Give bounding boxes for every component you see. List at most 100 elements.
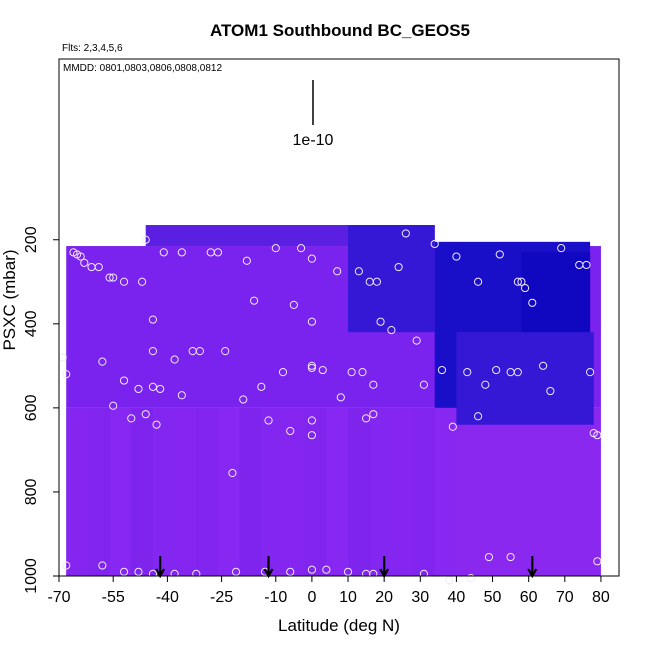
data-point [62, 561, 71, 570]
data-point [62, 370, 71, 379]
data-point [170, 569, 179, 578]
data-point [98, 561, 107, 570]
data-point [481, 380, 490, 389]
data-point [105, 273, 114, 282]
data-point [141, 235, 150, 244]
plot-frame [58, 58, 620, 577]
y-tick-label: 1000 [23, 558, 40, 594]
y-axis-title: PSXC (mbar) [0, 249, 19, 350]
heatmap-field [66, 225, 601, 576]
y-tick-label: 600 [23, 394, 40, 421]
data-point [177, 391, 186, 400]
data-point [347, 368, 356, 377]
data-point [495, 250, 504, 259]
data-point [134, 384, 143, 394]
data-point [318, 365, 327, 375]
field-cell [66, 407, 601, 576]
data-point [76, 252, 85, 261]
data-point [412, 336, 421, 345]
data-point [137, 277, 147, 286]
data-point [419, 569, 429, 578]
data-point [257, 382, 266, 391]
data-point [445, 576, 454, 585]
field-texture [261, 407, 283, 576]
data-point [513, 368, 522, 377]
data-point [127, 414, 136, 423]
x-tick-label: -40 [156, 589, 179, 606]
data-point [473, 412, 483, 421]
field-texture [87, 407, 110, 576]
data-point [322, 565, 331, 574]
data-point [448, 422, 457, 431]
field-texture [348, 407, 370, 576]
data-point [452, 252, 461, 261]
data-point [430, 239, 439, 249]
data-point [394, 262, 403, 272]
data-point [221, 347, 230, 356]
data-point [557, 244, 566, 253]
data-point [195, 347, 205, 356]
chart-title: ATOM1 Southbound BC_GEOS5 [210, 21, 470, 40]
data-point [239, 395, 248, 404]
data-point [94, 262, 103, 272]
data-point [585, 368, 595, 377]
x-tick-label: -55 [102, 589, 125, 606]
data-point [264, 416, 273, 425]
data-point [593, 431, 602, 440]
x-tick-label: -25 [210, 589, 233, 606]
data-point [517, 277, 526, 286]
field-texture [304, 407, 327, 576]
data-point [387, 326, 396, 335]
data-point [307, 363, 317, 373]
y-axis: 200 400 600 800 1000 [23, 226, 59, 594]
data-point [473, 277, 483, 286]
field-cell [348, 225, 435, 333]
data-point [546, 386, 555, 396]
data-point [372, 277, 382, 286]
x-tick-label: 70 [556, 589, 574, 606]
dates-label: MMDD: 0801,0803,0806,0808,0812 [63, 63, 222, 74]
data-point [109, 401, 118, 410]
data-point [506, 552, 515, 562]
data-point [141, 410, 150, 419]
data-point [336, 393, 345, 402]
field-texture [174, 407, 197, 576]
data-point [231, 567, 241, 576]
data-point [80, 258, 89, 267]
x-tick-label: 30 [411, 589, 429, 606]
data-point [170, 355, 179, 364]
data-point [213, 248, 223, 257]
data-point [134, 567, 143, 576]
field-cell [456, 332, 594, 425]
data-point [354, 267, 363, 276]
x-tick-label: 10 [339, 589, 357, 606]
data-point [278, 368, 288, 377]
data-point [148, 382, 158, 391]
field-texture [391, 407, 414, 576]
x-axis-title: Latitude (deg N) [278, 616, 400, 635]
data-point [109, 273, 118, 282]
field-texture [369, 407, 392, 576]
x-tick-label: 20 [375, 589, 393, 606]
data-point [333, 267, 342, 276]
data-point [358, 368, 367, 377]
data-point [593, 557, 602, 566]
data-point [520, 283, 530, 293]
data-point [582, 260, 591, 270]
field-texture [413, 407, 435, 576]
data-point [307, 254, 317, 263]
data-point [119, 376, 129, 385]
data-point [307, 416, 317, 425]
data-point [148, 347, 158, 356]
data-point [401, 229, 410, 238]
data-point [98, 357, 107, 366]
data-point [148, 569, 158, 578]
field-texture [283, 407, 305, 576]
data-point [271, 244, 280, 253]
data-point [152, 420, 161, 429]
data-point [343, 567, 353, 576]
field-texture [434, 407, 457, 576]
field-texture [196, 407, 218, 576]
scale-bar: 1e-10 [293, 80, 334, 149]
